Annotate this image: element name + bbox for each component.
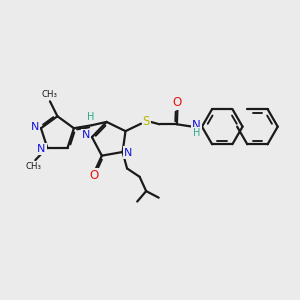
Text: H: H (193, 128, 200, 138)
Text: CH₃: CH₃ (26, 162, 42, 171)
Text: H: H (87, 112, 94, 122)
Text: S: S (143, 116, 150, 128)
Text: N: N (82, 130, 90, 140)
Text: N: N (124, 148, 133, 158)
Text: N: N (192, 119, 201, 132)
Text: N: N (37, 144, 46, 154)
Text: CH₃: CH₃ (42, 90, 58, 99)
Text: N: N (31, 122, 39, 132)
Text: O: O (89, 169, 98, 182)
Text: O: O (173, 96, 182, 109)
